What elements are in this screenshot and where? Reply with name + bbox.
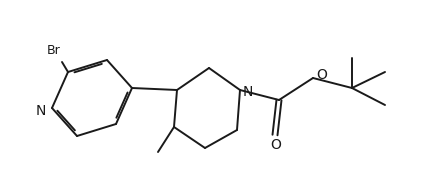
Text: O: O	[316, 68, 327, 82]
Text: O: O	[270, 138, 281, 152]
Text: N: N	[36, 104, 46, 118]
Text: Br: Br	[47, 44, 61, 56]
Text: N: N	[242, 85, 253, 99]
